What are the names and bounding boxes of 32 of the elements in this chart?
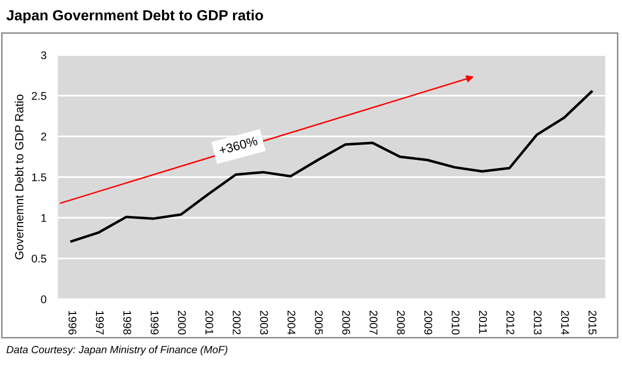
x-tick-label: 2008 <box>396 310 405 334</box>
y-tick-label: 3 <box>40 51 46 60</box>
x-tick-label: 2011 <box>479 310 487 334</box>
x-tick-label: 1996 <box>68 311 76 334</box>
x-tick-label: 1997 <box>96 311 104 334</box>
x-tick-label: 2010 <box>452 310 460 334</box>
y-axis-title: Governemnt Debt to GDP Ratio <box>14 94 24 260</box>
x-tick-label: 2013 <box>534 310 542 334</box>
x-tick-label: 1999 <box>150 311 159 334</box>
text: Data Courtesy: Japan Ministry of Finance (MoF) <box>6 346 228 356</box>
x-tick-label: 2002 <box>232 310 241 334</box>
y-tick-label: 0.5 <box>32 254 46 263</box>
y-tick-label: 2.5 <box>32 92 46 100</box>
line-series <box>70 90 593 243</box>
annotation: +360% <box>218 136 258 155</box>
x-tick-label: 1998 <box>123 311 132 334</box>
x-tick-label: 2004 <box>287 310 296 335</box>
x-tick-label: 2007 <box>370 310 378 334</box>
y-tick-label: 1 <box>41 214 46 222</box>
y-tick-label: 0 <box>40 295 46 304</box>
y-tick-label: 1.5 <box>32 173 46 182</box>
y-tick-label: 2 <box>41 132 46 140</box>
x-tick-label: 2009 <box>424 310 432 334</box>
x-tick-label: 2001 <box>205 310 214 334</box>
x-tick-label: 2000 <box>178 310 186 334</box>
x-tick-label: 2006 <box>342 310 350 334</box>
x-tick-label: 2003 <box>260 310 268 334</box>
x-tick-label: 2014 <box>561 310 570 335</box>
chart-title: Japan Government Debt to GDP ratio <box>6 10 264 24</box>
x-tick-label: 2015 <box>588 310 596 334</box>
x-tick-label: 2005 <box>314 310 323 334</box>
x-tick-label: 2012 <box>506 310 514 334</box>
